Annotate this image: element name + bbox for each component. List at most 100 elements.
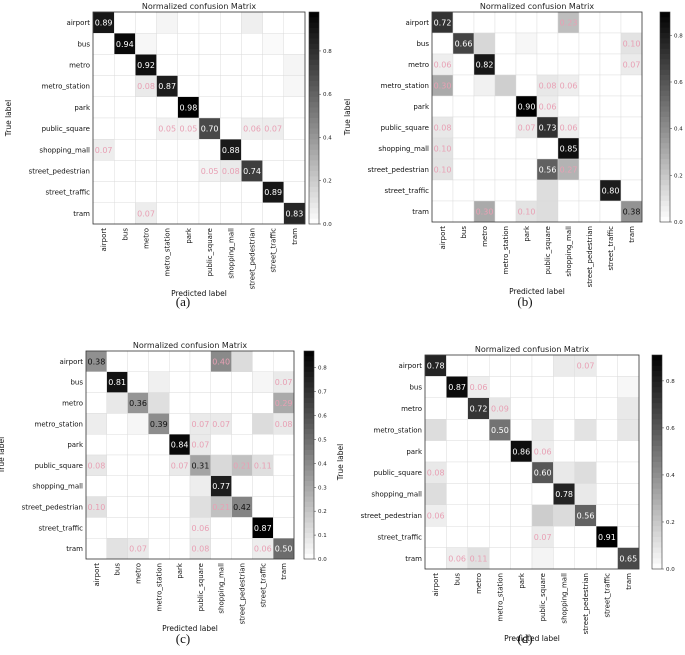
matrix-cell	[262, 160, 285, 182]
matrix-cell	[510, 461, 533, 484]
matrix-cell	[510, 483, 533, 505]
matrix-cell	[148, 392, 170, 414]
matrix-cell	[578, 95, 601, 118]
x-tick-label: airport	[100, 228, 108, 252]
matrix-cell	[553, 461, 576, 484]
colorbar-segment	[660, 174, 670, 181]
matrix-cell	[467, 504, 490, 527]
x-tick-label: metro	[135, 563, 143, 584]
matrix-cell	[283, 11, 306, 34]
colorbar-segment	[309, 65, 319, 71]
x-tick-label: street_pedestrian	[586, 226, 594, 287]
y-tick-label: shopping_mall	[371, 491, 422, 499]
matrix-cell	[273, 434, 295, 456]
colorbar-segment	[304, 382, 314, 388]
cell-value-label: 0.06	[243, 125, 261, 134]
matrix-cell	[198, 33, 221, 55]
cell-value-label: 0.07	[623, 61, 641, 70]
matrix-cell	[515, 11, 538, 34]
colorbar-segment	[660, 69, 670, 76]
matrix-cell	[92, 54, 115, 76]
matrix-cell	[489, 461, 511, 484]
colorbar-segment	[304, 481, 314, 487]
matrix-cell	[536, 11, 559, 34]
colorbar-tick-label: 0.3	[318, 485, 327, 491]
matrix-cell	[92, 160, 115, 182]
x-axis-label: Predicted label	[509, 287, 565, 296]
colorbar-segment	[309, 144, 319, 151]
cell-value-label: 0.06	[539, 103, 557, 112]
colorbar-segment	[660, 75, 670, 81]
x-tick-label: bus	[460, 226, 468, 239]
colorbar-segment	[309, 165, 319, 172]
matrix-cell	[231, 413, 253, 435]
y-tick-label: tram	[405, 555, 422, 563]
cell-value-label: 0.07	[518, 124, 536, 133]
colorbar-tick-label: 0.8	[674, 33, 683, 39]
colorbar-segment	[660, 206, 670, 212]
matrix-cell	[113, 117, 136, 140]
colorbar-segment	[660, 43, 670, 50]
matrix-cell	[596, 547, 618, 570]
matrix-cell	[106, 392, 128, 414]
matrix-cell	[177, 54, 200, 76]
matrix-cell	[156, 138, 179, 161]
matrix-cell	[262, 138, 285, 161]
matrix-cell	[617, 354, 640, 377]
matrix-cell	[198, 202, 221, 225]
colorbar-segment	[660, 33, 670, 39]
colorbar-tick-label: 0.6	[666, 426, 675, 432]
cell-value-label: 0.80	[602, 187, 620, 196]
x-tick-label: airport	[93, 563, 101, 587]
matrix-cell	[578, 116, 601, 139]
matrix-cell	[452, 158, 475, 181]
matrix-cell	[536, 179, 559, 202]
cell-value-label: 0.08	[434, 124, 452, 133]
cell-value-label: 0.09	[491, 405, 509, 414]
colorbar-segment	[660, 27, 670, 34]
colorbar-segment	[652, 552, 662, 559]
colorbar-segment	[309, 208, 319, 214]
matrix-cell	[252, 392, 274, 414]
matrix-cell	[177, 202, 200, 225]
x-tick-label: public_square	[539, 573, 547, 621]
matrix-cell	[620, 179, 643, 202]
matrix-cell	[113, 181, 136, 204]
matrix-cell	[85, 475, 107, 497]
matrix-cell	[578, 200, 601, 223]
matrix-cell	[177, 75, 200, 97]
y-tick-label: street_traffic	[384, 187, 429, 195]
matrix-cell	[135, 96, 157, 119]
cell-value-label: 0.90	[518, 103, 536, 112]
matrix-cell	[85, 413, 107, 435]
matrix-cell	[106, 350, 128, 372]
matrix-cell	[198, 181, 221, 204]
matrix-frame	[431, 11, 643, 223]
colorbar-segment	[309, 213, 319, 220]
cell-value-label: 0.74	[243, 167, 261, 176]
matrix-cell	[198, 75, 221, 97]
x-tick-label: park	[518, 572, 526, 589]
matrix-cell	[113, 202, 136, 225]
confusion-matrix-panel: Normalized confusion Matrix 0.89 0.94 0.92 0…	[4, 2, 332, 309]
colorbar-segment	[652, 429, 662, 436]
matrix-cell	[599, 200, 622, 223]
matrix-cell	[494, 158, 517, 181]
matrix-cell	[574, 419, 597, 441]
matrix-cell	[92, 181, 115, 204]
colorbar-tick-label: 0.6	[323, 92, 332, 98]
subplot-label: (d)	[517, 631, 532, 646]
matrix-cell	[596, 504, 618, 527]
y-tick-label: metro	[408, 61, 429, 69]
x-tick-label: park	[176, 562, 184, 579]
matrix-cell	[452, 116, 475, 139]
matrix-cell	[106, 496, 128, 518]
colorbar-tick-label: 0.4	[674, 127, 683, 133]
matrix-cell	[473, 32, 496, 55]
cell-value-label: 0.84	[171, 441, 189, 450]
colorbar-segment	[652, 413, 662, 420]
matrix-cell	[148, 517, 170, 539]
x-tick-label: shopping_mall	[565, 226, 573, 277]
colorbar-segment	[660, 122, 670, 128]
matrix-cell	[106, 454, 128, 476]
